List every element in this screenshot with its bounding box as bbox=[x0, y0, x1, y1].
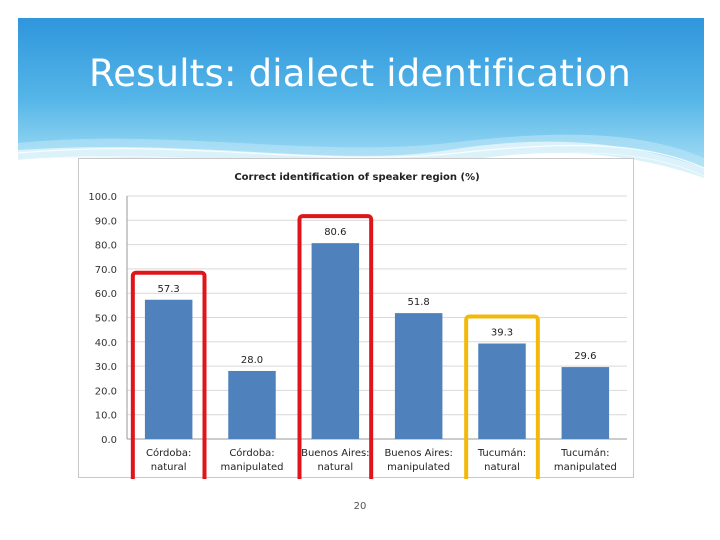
data-label: 28.0 bbox=[241, 355, 263, 366]
bar bbox=[561, 367, 610, 439]
slide-header-background bbox=[18, 18, 704, 208]
data-label: 80.6 bbox=[324, 227, 346, 238]
bar bbox=[144, 299, 193, 439]
category-label: Buenos Aires: bbox=[301, 448, 369, 459]
category-label: natural bbox=[484, 462, 520, 473]
page-number: 20 bbox=[353, 501, 367, 512]
highlight-box bbox=[130, 270, 207, 479]
y-tick-label: 20.0 bbox=[95, 386, 117, 397]
y-tick-label: 50.0 bbox=[95, 314, 117, 325]
data-label: 51.8 bbox=[408, 297, 430, 308]
y-tick-label: 0.0 bbox=[101, 435, 117, 446]
bar bbox=[478, 343, 526, 439]
y-tick-label: 80.0 bbox=[95, 241, 117, 252]
y-tick-label: 90.0 bbox=[95, 216, 117, 227]
bar bbox=[228, 370, 276, 439]
y-tick-label: 70.0 bbox=[95, 265, 117, 276]
data-label: 29.6 bbox=[574, 351, 596, 362]
category-label: Córdoba: bbox=[229, 447, 274, 459]
category-label: natural bbox=[151, 462, 187, 473]
data-label: 57.3 bbox=[158, 284, 180, 295]
highlight-box bbox=[464, 314, 540, 479]
y-tick-label: 60.0 bbox=[95, 289, 117, 300]
bar bbox=[311, 243, 360, 439]
chart-container: Correct identification of speaker region… bbox=[78, 158, 634, 479]
category-label: manipulated bbox=[221, 462, 284, 473]
bar-chart: Correct identification of speaker region… bbox=[88, 172, 627, 479]
y-tick-label: 10.0 bbox=[95, 411, 117, 422]
category-label: manipulated bbox=[554, 462, 617, 473]
category-label: Tucumán: bbox=[477, 447, 526, 459]
highlight-box bbox=[297, 214, 374, 479]
category-label: manipulated bbox=[387, 462, 450, 473]
category-label: Tucumán: bbox=[560, 447, 609, 459]
y-tick-label: 40.0 bbox=[95, 338, 117, 349]
header-wave-graphic bbox=[18, 18, 704, 178]
y-tick-label: 30.0 bbox=[95, 362, 117, 373]
chart-title: Correct identification of speaker region… bbox=[234, 172, 479, 183]
category-label: Buenos Aires: bbox=[384, 448, 452, 459]
bar bbox=[394, 313, 443, 439]
y-tick-label: 100.0 bbox=[88, 192, 117, 203]
data-label: 39.3 bbox=[491, 328, 513, 339]
category-label: Córdoba: bbox=[146, 447, 191, 459]
slide-title: Results: dialect identification bbox=[88, 52, 632, 95]
category-label: natural bbox=[317, 462, 353, 473]
